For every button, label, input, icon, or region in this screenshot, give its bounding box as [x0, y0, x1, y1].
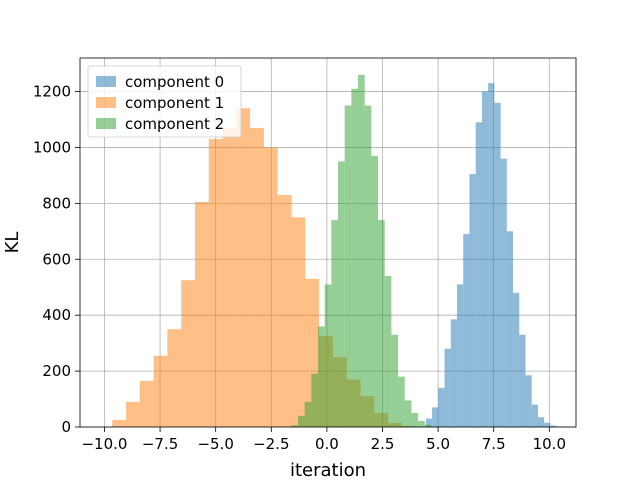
legend-label: component 0: [125, 73, 224, 91]
histogram-bar: [537, 417, 545, 427]
histogram-bar: [304, 401, 312, 427]
legend-label: component 2: [125, 115, 224, 133]
histogram-bar: [384, 276, 392, 427]
histogram-bar: [550, 425, 557, 427]
histogram-bar: [126, 401, 140, 427]
histogram-bar: [297, 415, 305, 427]
histogram-bar: [519, 334, 526, 427]
histogram-bar: [513, 292, 520, 427]
histogram-bar: [481, 91, 489, 427]
histogram-bar: [469, 174, 476, 427]
histogram-bar: [250, 127, 264, 428]
y-tick-label: 600: [42, 250, 71, 268]
histogram-bar: [139, 380, 154, 427]
x-tick-label: −10.0: [81, 435, 127, 453]
histogram-bar: [344, 105, 352, 427]
y-axis-label: KL: [2, 232, 23, 254]
histogram-bar: [112, 420, 127, 427]
histogram-bar: [351, 88, 359, 427]
histogram-bar: [153, 355, 168, 427]
legend-swatch: [96, 76, 116, 87]
y-tick-label: 1200: [33, 83, 71, 101]
y-tick-label: 800: [42, 194, 71, 212]
histogram-bar: [291, 217, 306, 427]
histogram-bar: [475, 122, 482, 427]
histogram-bar: [444, 348, 451, 427]
histogram-bar: [544, 422, 551, 427]
histogram-bar: [208, 139, 223, 427]
histogram-bar: [277, 194, 292, 427]
x-tick-label: −7.5: [142, 435, 178, 453]
histogram-bar: [236, 108, 251, 428]
histogram-bar: [425, 418, 433, 427]
histogram-bar: [438, 387, 445, 427]
histogram-bar: [391, 334, 399, 427]
y-tick-label: 400: [42, 306, 71, 324]
histogram-bar: [500, 158, 507, 428]
histogram-bar: [506, 231, 514, 427]
histogram-bar: [194, 201, 209, 427]
legend-swatch: [96, 97, 116, 108]
y-tick-label: 0: [61, 418, 71, 436]
histogram-bar: [324, 284, 332, 427]
histogram-bar: [263, 147, 278, 428]
histogram-bar: [331, 220, 339, 427]
histogram-bar: [291, 425, 298, 427]
series-component-0: [425, 83, 563, 428]
series-component-2: [291, 74, 439, 427]
x-tick-label: 7.5: [482, 435, 506, 453]
plot-frame: [79, 57, 577, 428]
histogram-bar: [358, 74, 365, 427]
histogram-bar: [494, 102, 501, 428]
y-tick-label: 1000: [33, 138, 71, 156]
x-tick-label: 10.0: [533, 435, 566, 453]
legend-box: [87, 65, 242, 138]
histogram-bar: [222, 127, 237, 428]
histogram-bar: [167, 329, 182, 427]
legend-swatch: [96, 118, 116, 129]
x-tick-label: 2.5: [371, 435, 395, 453]
histogram-bar: [424, 424, 432, 427]
histogram-bar: [378, 220, 385, 427]
histogram-bar: [404, 400, 412, 427]
legend-label: component 1: [125, 94, 224, 112]
histogram-bar: [398, 376, 405, 427]
x-tick-label: −5.0: [197, 435, 233, 453]
y-tick-label: 200: [42, 362, 71, 380]
x-axis-label: iteration: [290, 460, 366, 480]
histogram-bar: [457, 284, 464, 427]
histogram-bar: [418, 420, 425, 427]
histogram-bar: [364, 105, 372, 427]
histogram-bar: [311, 373, 318, 427]
x-tick-label: 0.0: [315, 435, 339, 453]
histogram-bar: [338, 161, 345, 427]
histogram-bar: [181, 280, 195, 427]
histogram-bar: [531, 404, 538, 427]
y-axis-ticks: 0 200 400 600 800 1000 1200: [33, 83, 80, 436]
x-tick-label: −2.5: [253, 435, 289, 453]
histogram-bar: [450, 319, 458, 427]
legend: component 0 component 1 component 2: [87, 65, 242, 138]
x-tick-label: 5.0: [426, 435, 450, 453]
histogram-bar: [317, 326, 325, 427]
histogram-bar: [525, 375, 532, 427]
histogram-bar: [411, 413, 419, 427]
x-axis-ticks: −10.0 −7.5 −5.0 −2.5 0.0 2.5 5.0 7.5 10.0: [81, 427, 566, 453]
histogram-bar: [371, 155, 379, 427]
histogram-bar: [432, 407, 439, 427]
histogram-bar: [488, 83, 495, 427]
histogram-bars: [112, 74, 563, 428]
histogram-bar: [463, 234, 470, 427]
